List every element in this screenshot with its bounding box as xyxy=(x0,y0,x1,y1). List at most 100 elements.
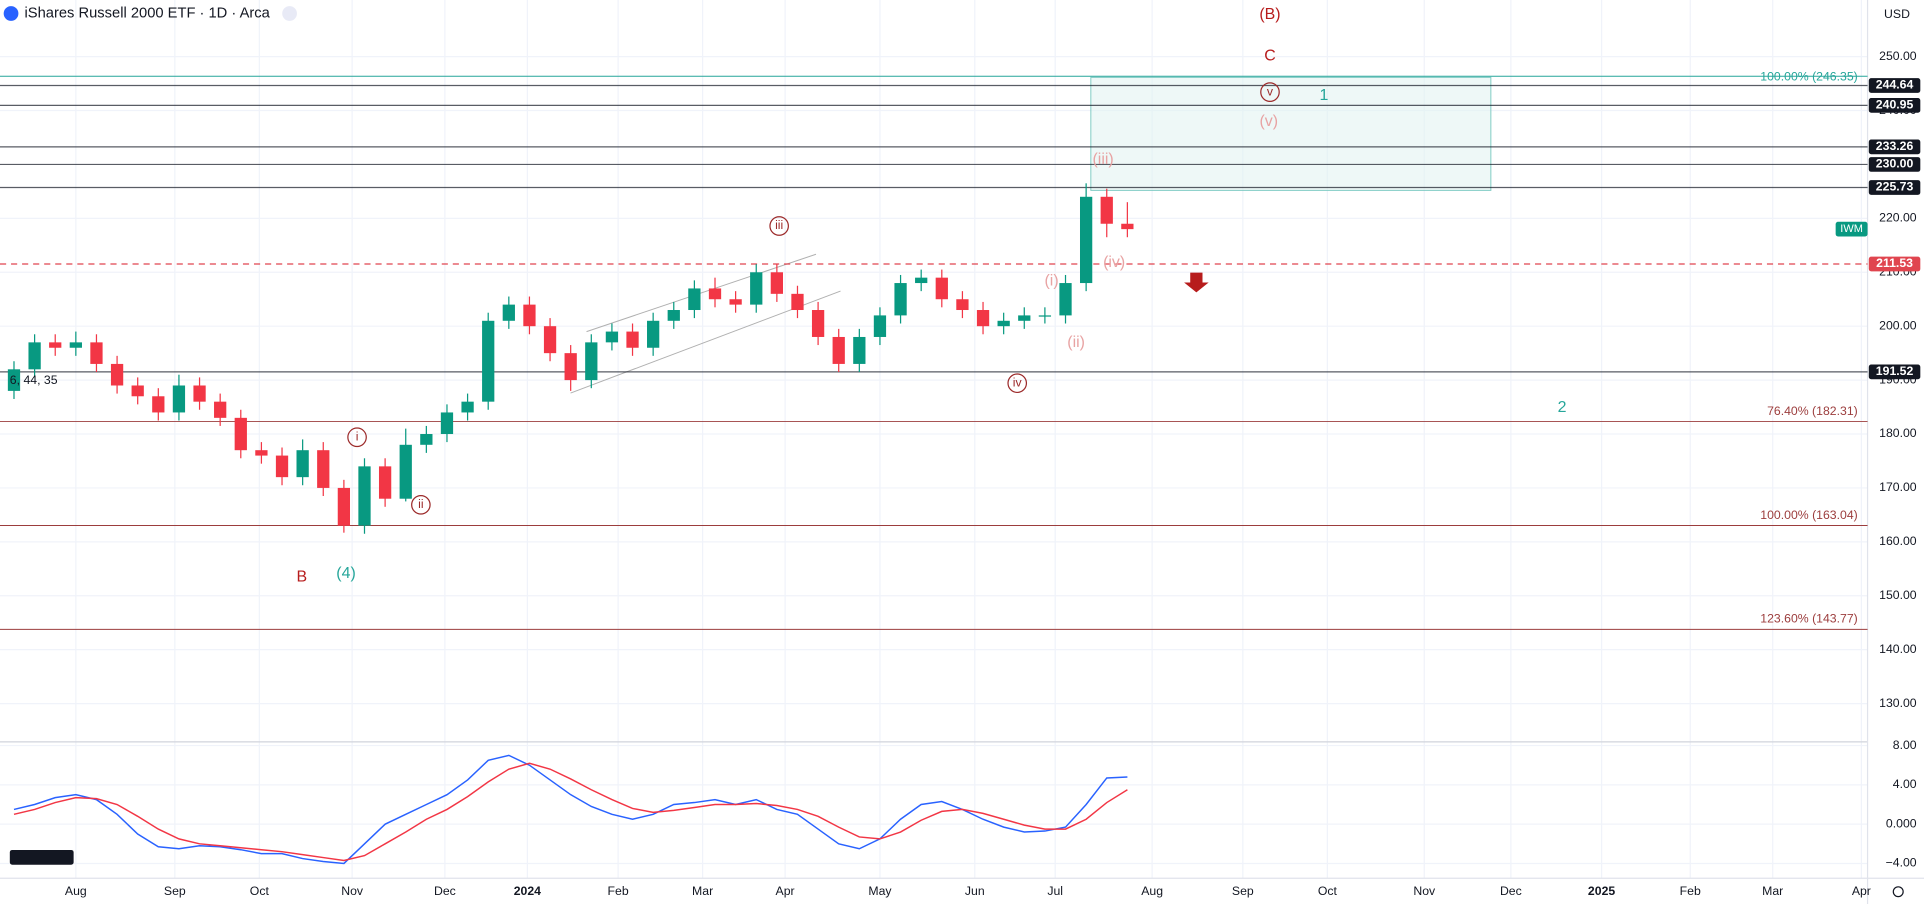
candle-body xyxy=(543,326,557,354)
candle-body xyxy=(234,417,247,451)
down-arrow xyxy=(1184,272,1209,293)
x-tick-label: 2025 xyxy=(1588,884,1615,898)
x-tick-label: Aug xyxy=(65,884,87,898)
candle-body xyxy=(90,342,103,364)
candle-body xyxy=(69,342,82,348)
stop-label: 211.53 xyxy=(1876,256,1913,270)
wave-label: (i) xyxy=(1044,272,1058,289)
candle-body xyxy=(894,283,907,316)
candle-body xyxy=(956,299,969,311)
channel-line xyxy=(586,253,817,333)
wave-label: iv xyxy=(1013,375,1023,389)
level-label: 191.52 xyxy=(1876,364,1914,378)
y-tick-label: 150.00 xyxy=(1879,588,1917,602)
candle-body xyxy=(275,455,289,478)
x-tick-label: Feb xyxy=(608,884,629,898)
level-label: 244.64 xyxy=(1876,78,1914,92)
settings-icon[interactable] xyxy=(1892,886,1904,898)
candle-body xyxy=(1079,196,1093,284)
level-box xyxy=(1868,78,1921,93)
candle-body xyxy=(791,293,804,311)
candle-body xyxy=(708,288,722,300)
x-tick-label: 2024 xyxy=(514,884,541,898)
x-tick-label: Dec xyxy=(434,884,456,898)
wave-label: (4) xyxy=(336,565,355,582)
wave-label: i xyxy=(356,429,359,443)
x-tick-label: Apr xyxy=(1852,884,1871,898)
candle-body xyxy=(110,363,124,386)
symbol-icon xyxy=(3,6,19,21)
fib-label: 100.00% (163.04) xyxy=(1760,508,1857,522)
candle-body xyxy=(585,342,598,381)
fib-label: 123.60% (143.77) xyxy=(1760,612,1857,626)
candle-body xyxy=(482,320,495,402)
candle-body xyxy=(317,450,330,488)
x-tick-label: Dec xyxy=(1500,884,1522,898)
y-tick-label: 140.00 xyxy=(1879,642,1917,656)
wave-label: (iv) xyxy=(1103,254,1125,271)
wave-circle xyxy=(769,216,789,236)
x-tick-label: Jul xyxy=(1047,884,1063,898)
candle-body xyxy=(399,444,412,499)
candle-body xyxy=(770,272,783,294)
candle-body xyxy=(853,336,866,364)
wave-label: B xyxy=(297,568,308,585)
wave-label: v xyxy=(1267,84,1274,98)
candle-body xyxy=(1038,315,1052,317)
x-tick-label: Mar xyxy=(692,884,713,898)
wave-circle xyxy=(1260,82,1280,102)
macd-tick-label: 4.00 xyxy=(1893,777,1917,791)
wave-label: 2 xyxy=(1558,399,1567,416)
level-label: 240.95 xyxy=(1876,98,1914,112)
wave-circle xyxy=(1007,373,1028,394)
y-tick-label: 220.00 xyxy=(1879,211,1917,225)
candle-body xyxy=(420,434,433,445)
candle-body xyxy=(255,450,268,456)
fib-label: 76.40% (182.31) xyxy=(1767,404,1858,418)
x-tick-label: Apr xyxy=(776,884,795,898)
candle-body xyxy=(1059,283,1072,316)
x-tick-label: Jun xyxy=(965,884,985,898)
candle-body xyxy=(378,466,392,499)
candle-body xyxy=(626,331,639,348)
wave-label: (B) xyxy=(1259,6,1280,23)
symbol-box xyxy=(1835,221,1868,237)
currency-label[interactable]: USD xyxy=(1884,7,1910,21)
candle-body xyxy=(131,385,144,397)
candle-body xyxy=(667,310,680,321)
candle-body xyxy=(605,331,619,343)
candle-body xyxy=(750,272,763,305)
chart-title: iShares Russell 2000 ETF · 1D · Arca xyxy=(25,5,271,21)
y-tick-label: 160.00 xyxy=(1879,534,1917,548)
candle-body xyxy=(1018,315,1031,321)
candle-body xyxy=(49,342,62,348)
level-box xyxy=(1868,364,1921,380)
target-zone xyxy=(1090,76,1492,191)
x-tick-label: Mar xyxy=(1762,884,1783,898)
candle-body xyxy=(564,353,577,381)
wave-label: ii xyxy=(418,497,423,511)
candle-body xyxy=(7,369,21,391)
candle-body xyxy=(1100,196,1113,224)
wave-label: (ii) xyxy=(1067,334,1085,351)
macd-line xyxy=(13,754,1128,865)
macd-tick-label: 8.00 xyxy=(1893,738,1917,752)
candle-body xyxy=(502,304,515,321)
y-tick-label: 200.00 xyxy=(1879,318,1917,332)
candle-body xyxy=(1121,223,1134,230)
candle-body xyxy=(296,450,309,478)
symbol-label: IWM xyxy=(1840,223,1863,235)
x-tick-label: Nov xyxy=(341,884,364,898)
level-label: 230.00 xyxy=(1876,157,1914,171)
candle-body xyxy=(688,288,701,311)
candle-body xyxy=(172,385,186,413)
candle-body xyxy=(337,487,351,526)
y-tick-label: 180.00 xyxy=(1879,426,1917,440)
candle-body xyxy=(440,412,454,435)
level-label: 225.73 xyxy=(1876,180,1914,194)
level-box xyxy=(1868,139,1921,155)
x-tick-label: Feb xyxy=(1680,884,1701,898)
candle-body xyxy=(523,304,536,327)
